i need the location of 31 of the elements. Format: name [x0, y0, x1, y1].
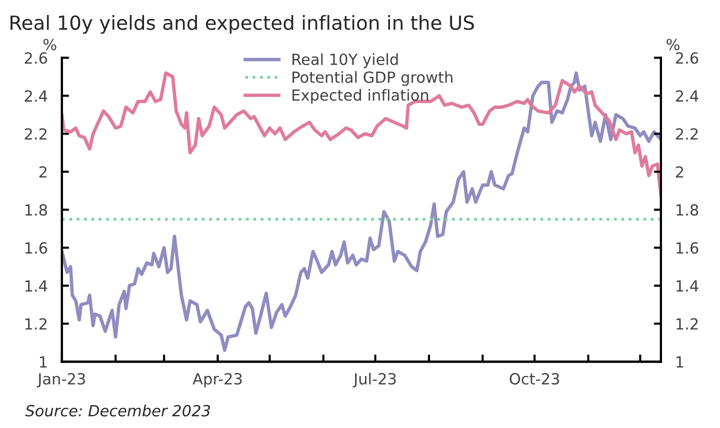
y2-tick-label: 2.2	[676, 128, 698, 140]
line-series	[62, 71, 661, 352]
y2-tick-label: 1.8	[676, 204, 698, 216]
y-tick-label: 2	[39, 166, 46, 178]
y2-tick-label: 2	[676, 166, 684, 178]
y-tick-label: 1.6	[25, 242, 48, 254]
y-tick-label: 1.4	[25, 280, 48, 292]
x-tick-label: Jan-23	[36, 373, 85, 388]
y2-tick-label: 1.4	[676, 280, 698, 292]
y-tick-label: 1.8	[25, 204, 47, 216]
y2-tick-label: 1	[676, 356, 684, 368]
legend-label: Potential GDP growth	[292, 71, 452, 86]
y2-tick-label: 1.2	[676, 318, 698, 330]
chart-title: Real 10y yields and expected inflation in the US	[10, 14, 474, 34]
y-tick-label: 1	[40, 356, 47, 368]
y2-axis-title: %	[666, 38, 680, 50]
y-axis-title: %	[43, 38, 56, 50]
y2-tick-label: 2.6	[676, 52, 698, 64]
y-tick-label: 2.4	[24, 90, 48, 102]
x-tick-label: Oct-23	[510, 373, 560, 385]
line-series	[62, 71, 661, 198]
x-tick-label: Jul-23	[352, 372, 396, 388]
y2-tick-label: 2.4	[676, 90, 698, 102]
y-tick-label: 2.6	[24, 52, 48, 64]
y-tick-label: 1.2	[25, 318, 46, 330]
y2-tick-label: 1.6	[676, 242, 698, 254]
legend-label: Expected inflation	[292, 88, 428, 104]
legend-label: Real 10Y yield	[292, 53, 398, 68]
x-tick-label: Apr-23	[192, 373, 242, 388]
y-tick-label: 2.2	[24, 128, 46, 140]
source-note: Source: December 2023	[25, 404, 210, 416]
